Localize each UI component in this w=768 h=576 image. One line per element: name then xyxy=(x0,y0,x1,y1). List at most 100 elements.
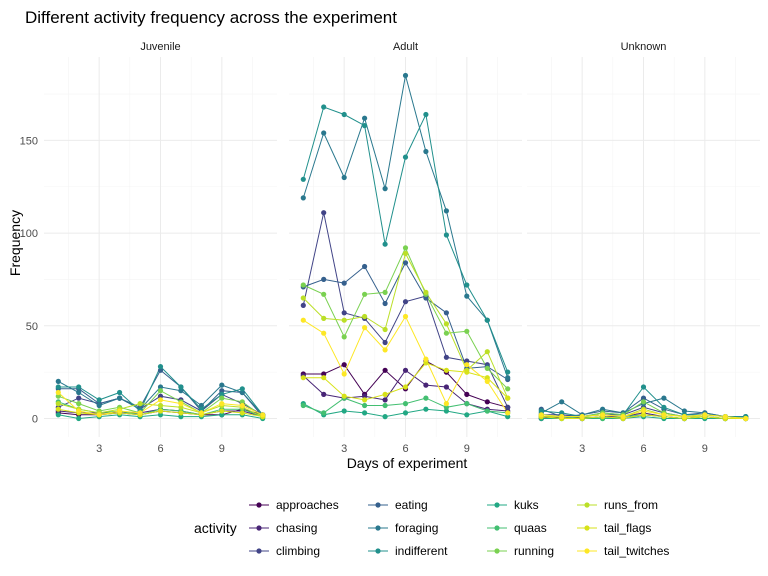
data-point-approaches xyxy=(382,367,388,373)
data-point-indifferent xyxy=(321,104,327,110)
data-point-foraging xyxy=(505,375,511,381)
legend-key-point xyxy=(584,548,590,554)
data-point-eating xyxy=(341,280,347,286)
data-point-foraging xyxy=(157,384,164,390)
data-point-eating xyxy=(423,295,429,301)
data-point-foraging xyxy=(681,408,688,414)
data-point-tail_twitches xyxy=(484,378,490,384)
data-point-tail_twitches xyxy=(260,412,266,418)
data-point-running xyxy=(362,291,368,297)
x-tick-label: 9 xyxy=(219,443,225,455)
data-point-runs_from xyxy=(157,402,164,409)
legend-label: tail_twitches xyxy=(604,544,669,558)
data-point-kuks xyxy=(402,410,409,416)
data-point-tail_flags xyxy=(321,375,327,381)
data-point-indifferent xyxy=(538,408,544,414)
legend-label: chasing xyxy=(276,521,317,535)
data-point-eating xyxy=(219,388,225,394)
data-point-eating xyxy=(382,300,388,307)
legend-label: climbing xyxy=(276,544,320,558)
data-point-indifferent xyxy=(239,386,245,392)
data-point-tail_twitches xyxy=(117,408,123,414)
data-point-chasing xyxy=(362,393,368,399)
chart-title: Different activity frequency across the … xyxy=(25,8,397,27)
data-point-foraging xyxy=(362,115,368,121)
data-point-tail_twitches xyxy=(505,410,511,416)
data-point-indifferent xyxy=(661,404,667,410)
data-point-runs_from xyxy=(178,404,184,410)
data-point-chasing xyxy=(321,391,327,397)
legend-label: indifferent xyxy=(395,544,448,558)
data-point-tail_twitches xyxy=(55,389,61,396)
data-point-kuks xyxy=(157,412,164,418)
legend-item-tail_flags: tail_flags xyxy=(577,521,651,535)
data-point-foraging xyxy=(423,148,429,155)
legend-label: runs_from xyxy=(604,498,658,512)
data-point-climbing xyxy=(157,393,164,399)
legend-key-point xyxy=(256,525,262,531)
x-tick-label: 9 xyxy=(464,443,470,455)
legend-key-point xyxy=(584,502,590,508)
y-tick-label: 100 xyxy=(20,228,38,240)
legend-item-running: running xyxy=(487,544,554,558)
legend-item-quaas: quaas xyxy=(487,521,547,535)
legend-item-foraging: foraging xyxy=(368,521,438,535)
data-point-foraging xyxy=(382,186,388,192)
data-point-runs_from xyxy=(484,349,490,355)
data-point-runs_from xyxy=(55,401,61,407)
data-point-indifferent xyxy=(219,391,225,397)
data-point-tail_twitches xyxy=(382,347,388,353)
data-point-indifferent xyxy=(443,232,449,238)
legend: activity approaches chasing climbing eating… xyxy=(194,498,669,558)
data-point-indifferent xyxy=(382,241,388,247)
legend-label: quaas xyxy=(514,521,547,535)
data-point-tail_flags xyxy=(423,360,429,366)
x-axis-title: Days of experiment xyxy=(347,455,468,471)
data-point-indifferent xyxy=(117,389,123,396)
data-point-tail_twitches xyxy=(321,330,327,336)
legend-item-climbing: climbing xyxy=(249,544,320,558)
data-point-runs_from xyxy=(137,401,143,407)
data-point-climbing xyxy=(402,299,409,305)
y-tick-label: 50 xyxy=(26,321,38,333)
data-point-quaas xyxy=(423,395,429,401)
legend-key-point xyxy=(584,525,590,531)
data-point-tail_twitches xyxy=(620,414,626,420)
data-point-chasing xyxy=(423,382,429,388)
panel-unknown: Unknown 3 6 9 xyxy=(527,41,760,455)
data-point-foraging xyxy=(559,399,565,405)
data-point-indifferent xyxy=(464,282,470,288)
data-point-kuks xyxy=(464,412,470,418)
data-point-tail_flags xyxy=(464,369,470,375)
data-point-running xyxy=(505,386,511,392)
data-point-kuks xyxy=(219,412,225,418)
data-point-runs_from xyxy=(362,313,368,320)
data-point-tail_twitches xyxy=(443,401,449,407)
data-point-kuks xyxy=(341,408,347,414)
data-point-tail_twitches xyxy=(722,414,728,420)
data-point-tail_twitches xyxy=(743,415,749,422)
data-point-tail_flags xyxy=(178,410,184,416)
data-point-foraging xyxy=(321,130,327,136)
data-point-tail_twitches xyxy=(402,313,409,320)
y-tick-label: 0 xyxy=(32,413,38,425)
data-point-tail_twitches xyxy=(600,412,606,418)
legend-item-eating: eating xyxy=(368,498,428,512)
legend-label: approaches xyxy=(276,498,339,512)
panel-juvenile: Juvenile 3 6 9 xyxy=(44,41,277,455)
legend-key-point xyxy=(494,525,500,531)
data-point-eating xyxy=(362,263,368,270)
data-point-indifferent xyxy=(341,111,347,118)
data-point-tail_twitches xyxy=(559,414,565,420)
data-point-running xyxy=(321,291,327,297)
data-point-indifferent xyxy=(55,384,61,390)
data-point-running xyxy=(300,282,306,288)
legend-item-runs_from: runs_from xyxy=(577,498,658,512)
data-point-foraging xyxy=(178,388,184,394)
data-point-approaches xyxy=(341,362,347,368)
data-point-tail_twitches xyxy=(423,356,429,362)
data-point-tail_twitches xyxy=(640,408,647,414)
data-point-quaas xyxy=(321,410,327,416)
x-tick-label: 3 xyxy=(341,443,347,455)
x-tick-label: 6 xyxy=(157,443,163,455)
